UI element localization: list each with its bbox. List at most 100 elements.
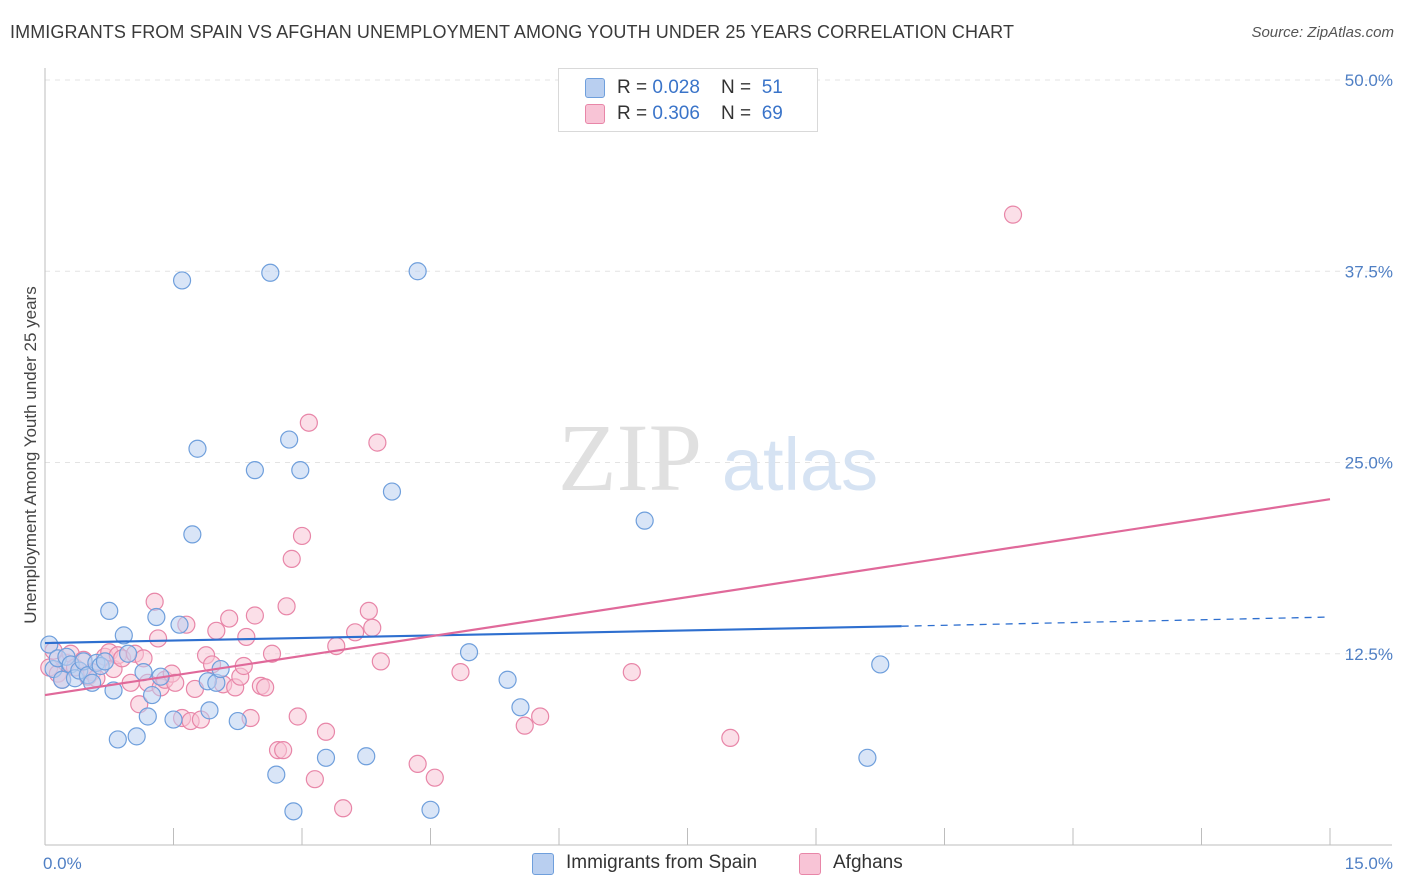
spain-point xyxy=(858,748,877,767)
afghan-point xyxy=(299,413,318,432)
afghan-point xyxy=(237,627,256,647)
watermark-atlas: atlas xyxy=(722,423,878,506)
afghan-point xyxy=(145,592,164,611)
spain-point xyxy=(382,482,402,501)
afghan-point xyxy=(245,606,264,625)
afghan-point xyxy=(292,526,312,546)
legend-n-label: N = xyxy=(721,103,757,124)
spain-point xyxy=(172,271,192,290)
spain-point xyxy=(291,461,310,480)
afghan-point xyxy=(368,433,387,452)
x-tick-label-max: 15.0% xyxy=(1345,854,1393,873)
bottom-legend-label-spain: Immigrants from Spain xyxy=(566,852,758,873)
legend-n-afghan: 69 xyxy=(761,103,783,124)
spain-point xyxy=(871,655,890,674)
spain-point xyxy=(357,747,376,766)
afghan-point xyxy=(531,707,550,726)
y-tick-label: 12.5% xyxy=(1345,645,1393,664)
spain-trendline xyxy=(44,625,902,645)
watermark-zip: ZIP xyxy=(558,404,702,511)
afghan-point xyxy=(256,678,275,697)
y-tick-label: 25.0% xyxy=(1345,454,1393,473)
afghan-points xyxy=(40,205,1023,818)
x-tick-label-min: 0.0% xyxy=(43,854,82,873)
spain-point xyxy=(267,765,286,784)
spain-point xyxy=(170,615,189,634)
y-tick-label: 50.0% xyxy=(1345,71,1393,90)
afghan-point xyxy=(622,663,641,682)
spain-trendline-extension xyxy=(901,616,1331,627)
afghan-point xyxy=(207,621,226,640)
afghan-point xyxy=(262,644,282,663)
spain-point xyxy=(421,800,440,819)
afghan-point xyxy=(425,768,444,787)
afghan-point xyxy=(371,652,390,671)
spain-point xyxy=(95,652,115,671)
afghan-point xyxy=(305,770,324,789)
watermark: ZIP atlas xyxy=(558,404,878,511)
spain-point xyxy=(100,601,119,621)
spain-point xyxy=(284,802,303,821)
source-label: Source: ZipAtlas.com xyxy=(1251,24,1394,41)
spain-point xyxy=(511,698,530,717)
afghan-point xyxy=(274,741,293,760)
spain-point xyxy=(138,707,157,726)
y-tick-label: 37.5% xyxy=(1345,262,1393,281)
legend-r-spain: 0.028 xyxy=(652,77,700,98)
spain-point xyxy=(498,670,517,689)
spain-point xyxy=(183,525,202,544)
afghan-point xyxy=(288,707,307,726)
spain-point xyxy=(316,748,336,767)
afghan-point xyxy=(408,754,427,774)
chart-title: IMMIGRANTS FROM SPAIN VS AFGHAN UNEMPLOY… xyxy=(10,22,1015,42)
afghan-point xyxy=(277,597,296,616)
gridlines xyxy=(45,79,1392,655)
spain-point xyxy=(127,727,146,746)
legend-r-afghan: 0.306 xyxy=(652,103,700,124)
spain-point xyxy=(200,701,219,720)
spain-point xyxy=(40,635,59,654)
spain-point xyxy=(245,461,264,480)
spain-point xyxy=(459,643,479,662)
afghan-point xyxy=(363,618,382,637)
bottom-legend-swatch-afghan xyxy=(799,853,821,875)
spain-points xyxy=(40,262,890,821)
afghan-point xyxy=(1003,205,1023,224)
spain-point xyxy=(164,710,183,729)
legend-swatch-spain xyxy=(585,78,605,98)
bottom-legend-label-afghan: Afghans xyxy=(833,852,903,873)
legend-n-label: N = xyxy=(721,77,757,98)
spain-point xyxy=(635,511,654,530)
bottom-legend-swatch-spain xyxy=(532,853,554,875)
spain-point xyxy=(118,644,138,663)
axes xyxy=(44,68,1392,846)
spain-point xyxy=(261,263,280,282)
afghan-point xyxy=(334,799,353,818)
trendlines xyxy=(44,498,1331,697)
legend-r-label: R = xyxy=(617,103,653,124)
afghan-point xyxy=(451,663,470,682)
tick-labels: 12.5% 25.0% 37.5% 50.0% 0.0% 15.0% xyxy=(43,71,1393,873)
afghan-point xyxy=(359,601,378,621)
afghan-point xyxy=(515,716,534,735)
spain-point xyxy=(114,626,133,645)
afghan-point xyxy=(220,609,239,628)
afghan-point xyxy=(282,549,301,568)
afghan-point xyxy=(316,722,336,741)
afghan-point xyxy=(148,629,168,648)
afghan-trendline xyxy=(44,498,1331,697)
spain-point xyxy=(408,262,427,281)
y-axis-label: Unemployment Among Youth under 25 years xyxy=(21,286,40,623)
spain-point xyxy=(147,607,166,627)
spain-point xyxy=(188,439,207,458)
afghan-point xyxy=(721,728,740,748)
spain-point xyxy=(108,730,127,749)
legend: R = 0.028 N = 51 R = 0.306 N = 69 xyxy=(558,68,818,132)
spain-point xyxy=(142,685,162,705)
legend-swatch-afghan xyxy=(585,104,605,124)
spain-point xyxy=(280,430,299,449)
afghan-point xyxy=(346,623,365,642)
legend-r-label: R = xyxy=(617,77,653,98)
spain-point xyxy=(228,711,247,731)
